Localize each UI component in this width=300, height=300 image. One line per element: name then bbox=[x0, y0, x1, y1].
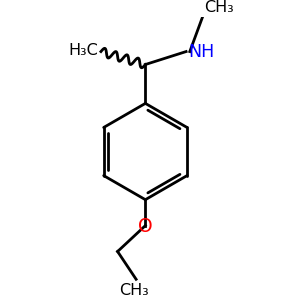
Text: H₃C: H₃C bbox=[68, 43, 98, 58]
Text: NH: NH bbox=[188, 43, 214, 61]
Text: O: O bbox=[138, 217, 153, 236]
Text: CH₃: CH₃ bbox=[119, 283, 149, 298]
Text: CH₃: CH₃ bbox=[205, 0, 234, 14]
